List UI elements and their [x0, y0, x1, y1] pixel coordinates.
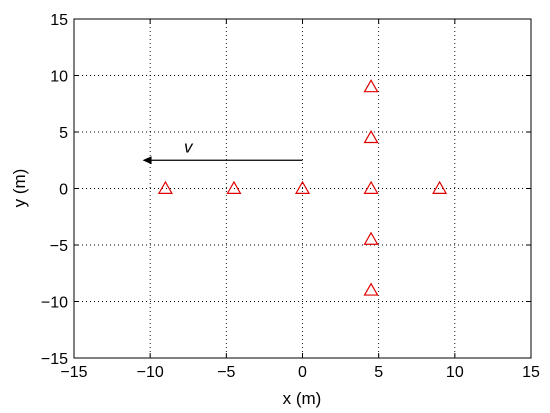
y-tick-label: 0 [59, 182, 68, 199]
y-tick-label: −10 [41, 295, 68, 312]
x-tick-label: −10 [137, 364, 164, 381]
axes-layer [73, 18, 532, 359]
grid-layer [74, 19, 531, 358]
y-tick-label: 15 [50, 12, 68, 29]
x-tick-label: 5 [374, 364, 383, 381]
x-tick-label: −5 [217, 364, 235, 381]
y-tick-label: −5 [50, 238, 68, 255]
tick-label-layer: −15 −10 −5 0 5 10 15 −15 −10 −5 0 5 10 15 [41, 12, 540, 381]
x-tick-label: 15 [522, 364, 540, 381]
points-layer [157, 79, 448, 296]
velocity-label: v [184, 138, 194, 157]
data-point-triangle [363, 282, 379, 296]
data-point-triangle [363, 180, 379, 194]
y-axis-label: y (m) [10, 169, 29, 208]
data-point-triangle [226, 180, 242, 194]
data-point-triangle [363, 231, 379, 245]
x-tick-label: 0 [298, 364, 307, 381]
annotation-layer: v [142, 138, 303, 165]
velocity-arrow-head [142, 156, 152, 165]
x-tick-label: −15 [60, 364, 87, 381]
y-tick-label: −15 [41, 351, 68, 368]
data-point-triangle [363, 79, 379, 93]
y-tick-label: 5 [59, 125, 68, 142]
data-point-triangle [294, 180, 311, 194]
data-point-triangle [157, 180, 173, 194]
x-axis-label: x (m) [283, 389, 322, 408]
data-point-triangle [363, 129, 379, 144]
y-tick-label: 10 [50, 69, 68, 86]
data-point-triangle [432, 180, 448, 194]
x-tick-label: 10 [446, 364, 464, 381]
